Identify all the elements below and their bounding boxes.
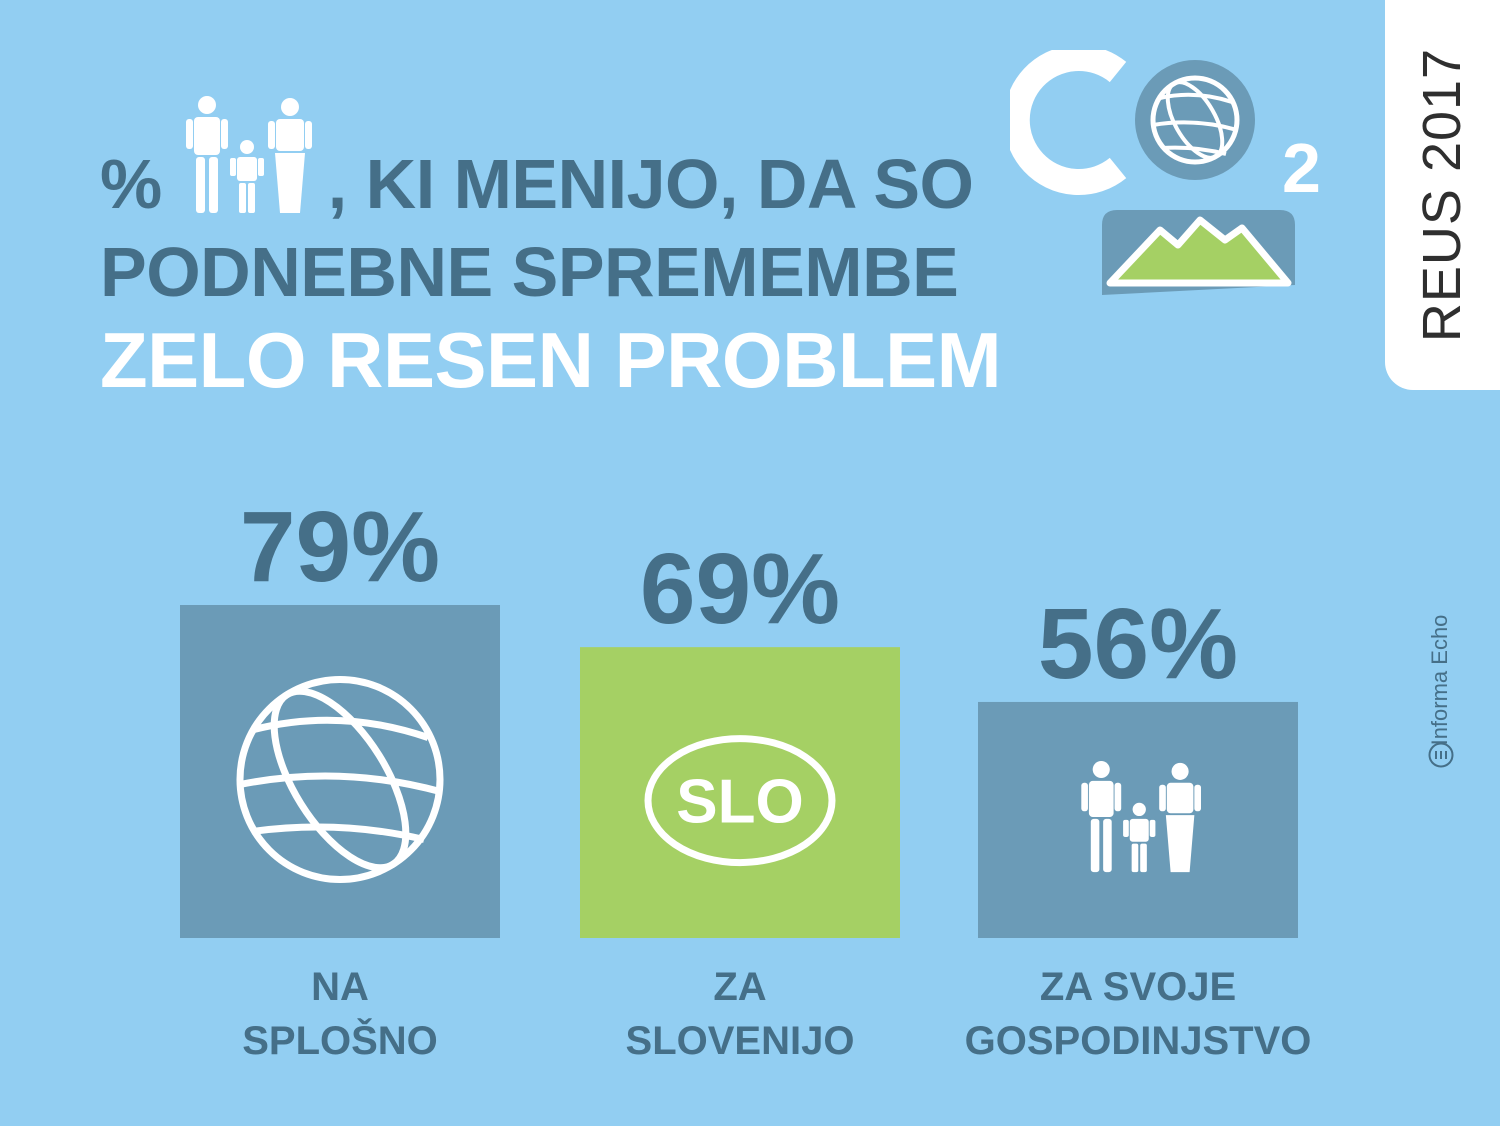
bar-value-label: 69% — [640, 533, 840, 645]
bar-value-label: 79% — [240, 491, 440, 603]
bar — [580, 647, 900, 938]
slo-badge-label: SLO — [676, 768, 803, 837]
co2-logo: 2 — [1010, 50, 1321, 295]
title-line-1: % , KI MENIJO, DA SO — [100, 96, 1100, 228]
logo-mountain-icon — [1106, 216, 1292, 287]
globe-icon — [236, 676, 444, 883]
category-label: NA — [311, 965, 369, 1009]
family-icon — [1081, 760, 1201, 873]
category-label: SPLOŠNO — [242, 1017, 438, 1063]
title-line-1-text: , KI MENIJO, DA SO — [327, 145, 974, 223]
title-line-3: ZELO RESEN PROBLEM — [100, 316, 1002, 404]
title-line-2: PODNEBNE SPREMEMBE — [100, 233, 959, 311]
logo-o-globe-icon — [1150, 75, 1240, 165]
category-label: GOSPODINJSTVO — [965, 1019, 1312, 1063]
page-title: % , KI MENIJO, DA SO POD — [100, 96, 1100, 404]
logo-subscript: 2 — [1282, 129, 1321, 207]
bar-value-label: 56% — [1038, 588, 1238, 700]
family-icon — [185, 96, 312, 213]
bar — [180, 605, 500, 938]
logo-c-letter — [1010, 50, 1127, 195]
percent-symbol: % — [100, 145, 162, 223]
slo-oval-icon: SLO — [644, 735, 836, 867]
informa-echo-icon — [1428, 742, 1454, 768]
category-label: ZA — [713, 965, 766, 1009]
logo-globe-lines — [1152, 80, 1238, 160]
category-label: ZA SVOJE — [1040, 965, 1236, 1009]
category-label: SLOVENIJO — [626, 1019, 855, 1063]
year-badge: REUS 2017 — [1385, 0, 1500, 390]
